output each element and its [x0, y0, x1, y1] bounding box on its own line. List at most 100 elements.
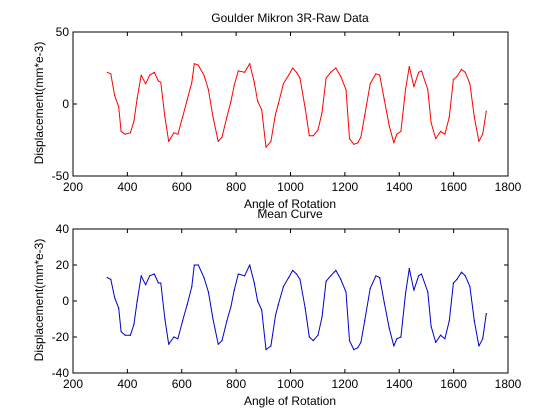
data-point — [464, 71, 466, 73]
data-point — [217, 343, 219, 345]
data-point — [335, 67, 337, 69]
data-point — [396, 133, 398, 135]
data-point — [164, 318, 166, 320]
data-point — [230, 305, 232, 307]
data-point — [460, 271, 463, 273]
data-point — [482, 133, 484, 135]
data-point — [393, 345, 395, 347]
data-point — [456, 278, 458, 280]
data-point — [340, 278, 342, 280]
data-point — [469, 286, 471, 288]
data-point — [288, 277, 290, 279]
data-point — [157, 282, 159, 284]
data-point — [193, 63, 195, 65]
data-point — [244, 275, 246, 277]
x-tick-label: 1600 — [440, 180, 467, 194]
data-point — [207, 291, 209, 293]
x-tick-label: 200 — [63, 180, 83, 194]
data-point — [149, 275, 151, 277]
data-point — [369, 287, 371, 289]
x-tick-label: 200 — [63, 377, 83, 391]
data-point — [364, 320, 366, 322]
data-point — [420, 273, 423, 275]
data-point — [321, 316, 323, 318]
data-point — [460, 68, 463, 70]
data-point — [118, 106, 120, 108]
data-point — [207, 89, 209, 91]
data-point — [237, 273, 239, 275]
x-tick-label: 800 — [226, 377, 246, 391]
data-point — [182, 320, 184, 322]
raw-data-chart: Goulder Mikron 3R-Raw Data 200 400 600 800 1… — [32, 11, 522, 211]
data-point — [379, 277, 381, 279]
data-point — [388, 125, 390, 127]
data-point — [448, 116, 450, 118]
x-tick-label: 400 — [117, 377, 137, 391]
data-point — [335, 269, 337, 271]
x-tick-label: 1000 — [277, 377, 304, 391]
data-point — [353, 349, 355, 351]
data-point — [292, 269, 294, 271]
data-point — [308, 135, 310, 137]
data-point — [124, 133, 126, 135]
data-point — [120, 331, 122, 333]
x-tick-label: 1600 — [440, 377, 467, 391]
data-point — [160, 81, 162, 83]
y-tick-label: -20 — [52, 330, 70, 344]
data-point — [282, 286, 284, 288]
data-point — [193, 264, 195, 266]
data-point — [444, 133, 446, 135]
data-point — [330, 71, 332, 73]
data-point — [295, 273, 298, 275]
x-tick-label: 1200 — [332, 180, 359, 194]
data-point — [217, 140, 219, 142]
data-point — [145, 83, 147, 85]
data-point — [129, 132, 131, 134]
y-tick-label: 0 — [62, 294, 69, 308]
data-point — [168, 343, 170, 345]
data-point — [299, 77, 301, 79]
data-point — [173, 336, 175, 338]
data-point — [149, 74, 151, 76]
data-point — [261, 309, 263, 311]
data-point — [375, 73, 377, 75]
y-tick-label: -50 — [52, 169, 70, 183]
data-point — [249, 63, 251, 65]
x-tick-label: 800 — [226, 180, 246, 194]
x-tick-label: 600 — [172, 377, 192, 391]
data-point — [237, 70, 239, 72]
data-point — [383, 99, 385, 101]
data-point — [212, 318, 214, 320]
chart-title: Goulder Mikron 3R-Raw Data — [211, 11, 369, 25]
data-point — [317, 129, 319, 131]
data-point — [299, 278, 301, 280]
data-point — [118, 307, 120, 309]
data-point — [106, 71, 108, 73]
data-point — [393, 142, 395, 144]
data-point — [221, 340, 223, 342]
data-point — [288, 74, 290, 76]
data-point — [157, 80, 159, 82]
data-point — [388, 327, 390, 329]
y-tick-label: 20 — [56, 258, 70, 272]
data-point — [418, 275, 420, 277]
data-point — [435, 341, 437, 343]
data-point — [345, 89, 347, 91]
data-point — [140, 74, 142, 76]
data-point — [164, 116, 166, 118]
data-point — [408, 268, 410, 270]
data-point — [212, 116, 214, 118]
data-point — [257, 300, 259, 302]
data-point — [114, 94, 116, 96]
data-point — [308, 336, 310, 338]
data-point — [253, 81, 255, 83]
data-point — [400, 336, 402, 338]
data-point — [282, 83, 284, 85]
data-point — [133, 120, 135, 122]
data-point — [364, 114, 366, 117]
data-point — [473, 320, 475, 322]
data-point — [145, 284, 147, 286]
data-point — [473, 116, 475, 118]
